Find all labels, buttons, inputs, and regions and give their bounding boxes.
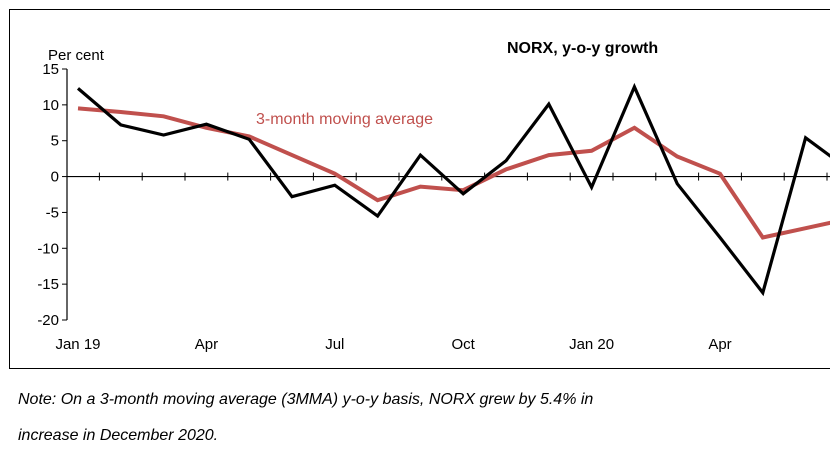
footnote-line-2: increase in December 2020.: [18, 427, 219, 444]
x-tick-label: Jan 19: [55, 336, 100, 353]
y-tick-label: -15: [37, 276, 59, 293]
chart-labels: Per cent NORX, y-o-y growth 3-month movi…: [48, 40, 658, 128]
footnote-line-1: Note: On a 3-month moving average (3MMA)…: [18, 391, 594, 408]
chart-series: [76, 82, 830, 297]
y-tick-label: 0: [51, 169, 59, 186]
x-tick-label: Oct: [452, 336, 476, 353]
y-tick-label: -5: [46, 204, 59, 221]
series-line-yoy-growth: [76, 82, 830, 297]
x-tick-label: Jul: [325, 336, 344, 353]
x-tick-label: Jan 20: [569, 336, 614, 353]
y-axis-label: Per cent: [48, 47, 105, 64]
y-tick-label: -10: [37, 240, 59, 257]
series-line-moving-average: [77, 106, 830, 240]
y-tick-label: -20: [37, 312, 59, 329]
y-tick-label: 10: [42, 97, 59, 114]
chart-title: NORX, y-o-y growth: [507, 40, 658, 57]
legend-label-moving-average: 3-month moving average: [256, 111, 433, 128]
y-tick-label: 5: [51, 133, 59, 150]
x-tick-label: Apr: [195, 336, 218, 353]
chart-axes: 15 10 5 0 -5 -10 -15 -20 Jan 19 Apr Jul Oct Jan 20 Ap…: [37, 61, 830, 353]
line-chart: 15 10 5 0 -5 -10 -15 -20 Jan 19 Apr Jul Oct Jan 20 Ap…: [37, 40, 830, 353]
x-tick-label: Apr: [708, 336, 731, 353]
y-tick-label: 15: [42, 61, 59, 78]
chart-frame: 15 10 5 0 -5 -10 -15 -20 Jan 19 Apr Jul Oct Jan 20 Ap…: [9, 9, 830, 369]
